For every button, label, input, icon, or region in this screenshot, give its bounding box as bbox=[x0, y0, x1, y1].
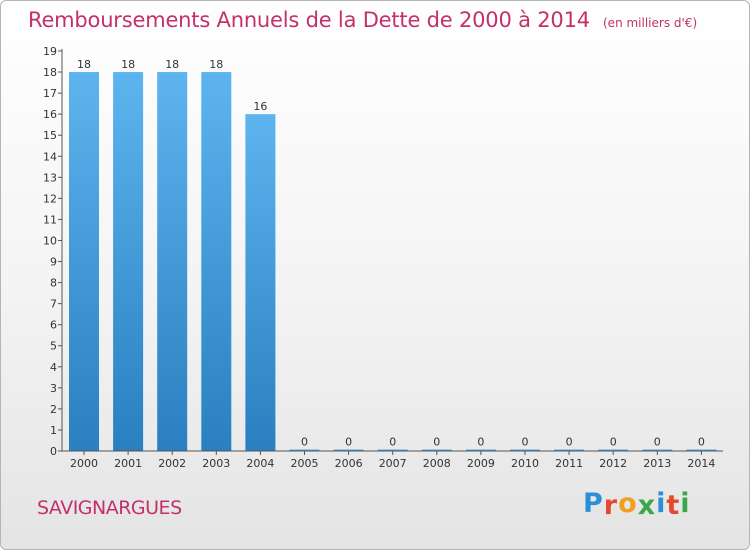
chart-title-row: Remboursements Annuels de la Dette de 20… bbox=[28, 8, 697, 32]
y-tick-label-3: 3 bbox=[50, 382, 57, 395]
value-label-2005: 0 bbox=[301, 436, 308, 449]
labels-layer: 1820001820011820021820031620040200502006… bbox=[43, 45, 715, 470]
x-tick-label-2013: 2013 bbox=[643, 457, 671, 470]
proxiti-logo: Proxiti bbox=[583, 488, 691, 521]
bars-layer bbox=[69, 72, 717, 451]
x-tick-label-2004: 2004 bbox=[246, 457, 274, 470]
y-tick-label-10: 10 bbox=[43, 234, 57, 247]
logo-letter: i bbox=[680, 488, 691, 519]
location-name: SAVIGNARGUES bbox=[37, 497, 182, 519]
y-tick-label-8: 8 bbox=[50, 277, 57, 290]
y-tick-label-7: 7 bbox=[50, 298, 57, 311]
y-tick-label-5: 5 bbox=[50, 340, 57, 353]
bar-2008 bbox=[421, 449, 452, 451]
bar-2010 bbox=[510, 449, 540, 451]
logo-letter: P bbox=[583, 488, 604, 519]
y-tick-label-2: 2 bbox=[50, 403, 57, 416]
logo-letter: r bbox=[603, 490, 619, 521]
x-tick-label-2008: 2008 bbox=[423, 457, 451, 470]
x-tick-label-2009: 2009 bbox=[467, 457, 495, 470]
y-tick-label-1: 1 bbox=[50, 424, 57, 437]
y-tick-label-11: 11 bbox=[43, 213, 57, 226]
value-label-2000: 18 bbox=[77, 58, 91, 71]
bar-2007 bbox=[377, 449, 408, 451]
value-label-2009: 0 bbox=[477, 436, 484, 449]
bar-2009 bbox=[465, 449, 496, 451]
bar-2000 bbox=[69, 72, 99, 451]
value-label-2011: 0 bbox=[566, 436, 573, 449]
bar-2002 bbox=[157, 72, 188, 451]
value-label-2001: 18 bbox=[121, 58, 135, 71]
x-tick-label-2011: 2011 bbox=[555, 457, 583, 470]
axes-layer bbox=[58, 49, 723, 455]
x-tick-label-2002: 2002 bbox=[158, 457, 186, 470]
x-tick-label-2014: 2014 bbox=[687, 457, 715, 470]
y-tick-label-14: 14 bbox=[43, 150, 57, 163]
x-tick-label-2010: 2010 bbox=[511, 457, 539, 470]
y-tick-label-18: 18 bbox=[43, 66, 57, 79]
y-tick-label-15: 15 bbox=[43, 129, 57, 142]
x-tick-label-2003: 2003 bbox=[202, 457, 230, 470]
bar-2011 bbox=[554, 449, 585, 451]
bar-2006 bbox=[333, 449, 364, 451]
y-tick-label-4: 4 bbox=[50, 361, 57, 374]
value-label-2010: 0 bbox=[522, 436, 529, 449]
x-tick-label-2012: 2012 bbox=[599, 457, 627, 470]
value-label-2006: 0 bbox=[345, 436, 352, 449]
value-label-2008: 0 bbox=[433, 436, 440, 449]
value-label-2012: 0 bbox=[610, 436, 617, 449]
bar-2012 bbox=[598, 449, 629, 451]
logo-letter: t bbox=[666, 490, 681, 521]
x-tick-label-2006: 2006 bbox=[335, 457, 363, 470]
x-tick-label-2007: 2007 bbox=[379, 457, 407, 470]
bar-2001 bbox=[113, 72, 144, 451]
bar-2014 bbox=[686, 449, 717, 451]
value-label-2002: 18 bbox=[165, 58, 179, 71]
bar-2005 bbox=[289, 449, 320, 451]
logo-letter: o bbox=[618, 488, 638, 519]
y-tick-label-16: 16 bbox=[43, 108, 57, 121]
y-tick-label-0: 0 bbox=[50, 445, 57, 458]
y-tick-label-12: 12 bbox=[43, 192, 57, 205]
x-tick-label-2005: 2005 bbox=[291, 457, 319, 470]
value-label-2007: 0 bbox=[389, 436, 396, 449]
logo-letter: x bbox=[637, 490, 657, 521]
bar-2013 bbox=[642, 449, 673, 451]
y-tick-label-19: 19 bbox=[43, 45, 57, 58]
bar-2003 bbox=[201, 72, 232, 451]
x-tick-label-2001: 2001 bbox=[114, 457, 142, 470]
y-tick-label-6: 6 bbox=[50, 319, 57, 332]
chart-subtitle: (en milliers d'€) bbox=[603, 16, 698, 30]
logo-letter: i bbox=[656, 488, 667, 519]
y-tick-label-9: 9 bbox=[50, 256, 57, 269]
value-label-2003: 18 bbox=[209, 58, 223, 71]
x-tick-label-2000: 2000 bbox=[70, 457, 98, 470]
bar-2004 bbox=[245, 114, 276, 451]
y-tick-label-17: 17 bbox=[43, 87, 57, 100]
value-label-2014: 0 bbox=[698, 436, 705, 449]
chart-title: Remboursements Annuels de la Dette de 20… bbox=[28, 8, 590, 32]
value-label-2013: 0 bbox=[654, 436, 661, 449]
y-tick-label-13: 13 bbox=[43, 171, 57, 184]
value-label-2004: 16 bbox=[253, 100, 267, 113]
